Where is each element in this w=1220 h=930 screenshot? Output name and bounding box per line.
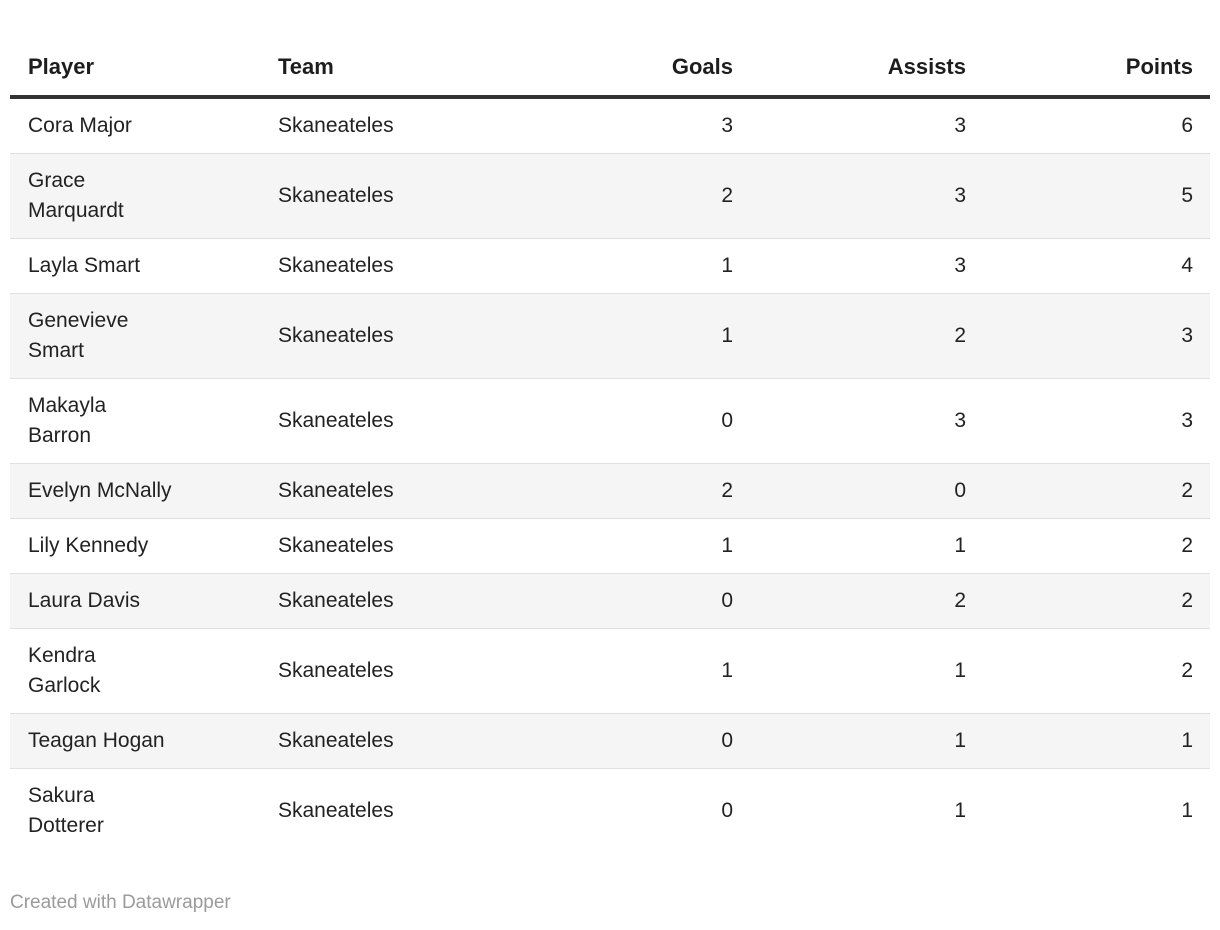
assists-cell: 1 xyxy=(750,713,983,769)
points-cell: 4 xyxy=(983,238,1210,294)
player-cell: Sakura Dotterer xyxy=(10,768,260,853)
player-cell: Layla Smart xyxy=(10,238,260,294)
points-cell: 2 xyxy=(983,463,1210,519)
team-cell: Skaneateles xyxy=(260,768,460,853)
points-cell: 2 xyxy=(983,628,1210,714)
team-cell: Skaneateles xyxy=(260,463,460,519)
points-cell: 2 xyxy=(983,518,1210,574)
table-row: Kendra Garlock Skaneateles 1 1 2 xyxy=(10,628,1210,714)
player-cell: Grace Marquardt xyxy=(10,153,260,239)
table-row: Makayla Barron Skaneateles 0 3 3 xyxy=(10,378,1210,464)
team-cell: Skaneateles xyxy=(260,518,460,574)
goals-cell: 1 xyxy=(460,628,750,714)
assists-cell: 3 xyxy=(750,238,983,294)
assists-cell: 1 xyxy=(750,768,983,853)
team-cell: Skaneateles xyxy=(260,713,460,769)
assists-cell: 2 xyxy=(750,293,983,379)
column-header-assists: Assists xyxy=(750,39,983,99)
assists-cell: 3 xyxy=(750,97,983,154)
datawrapper-attribution-link[interactable]: Created with Datawrapper xyxy=(10,892,231,913)
player-stats-table: Player Team Goals Assists Points Cora Major S… xyxy=(10,39,1210,853)
column-header-team: Team xyxy=(260,39,460,99)
table-row: Evelyn McNally Skaneateles 2 0 2 xyxy=(10,463,1210,519)
table-row: Genevieve Smart Skaneateles 1 2 3 xyxy=(10,293,1210,379)
goals-cell: 3 xyxy=(460,97,750,154)
team-cell: Skaneateles xyxy=(260,238,460,294)
points-cell: 3 xyxy=(983,378,1210,464)
assists-cell: 3 xyxy=(750,153,983,239)
goals-cell: 0 xyxy=(460,378,750,464)
player-cell: Laura Davis xyxy=(10,573,260,629)
points-cell: 2 xyxy=(983,573,1210,629)
points-cell: 6 xyxy=(983,97,1210,154)
player-cell: Cora Major xyxy=(10,97,260,154)
points-cell: 1 xyxy=(983,713,1210,769)
goals-cell: 0 xyxy=(460,768,750,853)
table-row: Sakura Dotterer Skaneateles 0 1 1 xyxy=(10,768,1210,853)
goals-cell: 1 xyxy=(460,293,750,379)
table-row: Laura Davis Skaneateles 0 2 2 xyxy=(10,573,1210,629)
goals-cell: 1 xyxy=(460,518,750,574)
assists-cell: 1 xyxy=(750,628,983,714)
assists-cell: 2 xyxy=(750,573,983,629)
assists-cell: 0 xyxy=(750,463,983,519)
goals-cell: 1 xyxy=(460,238,750,294)
points-cell: 5 xyxy=(983,153,1210,239)
points-cell: 1 xyxy=(983,768,1210,853)
team-cell: Skaneateles xyxy=(260,628,460,714)
assists-cell: 3 xyxy=(750,378,983,464)
player-cell: Evelyn McNally xyxy=(10,463,260,519)
header-row: Player Team Goals Assists Points xyxy=(10,39,1210,99)
goals-cell: 2 xyxy=(460,463,750,519)
player-cell: Makayla Barron xyxy=(10,378,260,464)
team-cell: Skaneateles xyxy=(260,573,460,629)
team-cell: Skaneateles xyxy=(260,153,460,239)
points-cell: 3 xyxy=(983,293,1210,379)
table-row: Teagan Hogan Skaneateles 0 1 1 xyxy=(10,713,1210,769)
table-row: Layla Smart Skaneateles 1 3 4 xyxy=(10,238,1210,294)
table-body: Cora Major Skaneateles 3 3 6 Grace Marquardt S… xyxy=(10,97,1210,853)
team-cell: Skaneateles xyxy=(260,97,460,154)
goals-cell: 2 xyxy=(460,153,750,239)
player-cell: Lily Kennedy xyxy=(10,518,260,574)
goals-cell: 0 xyxy=(460,573,750,629)
player-cell: Teagan Hogan xyxy=(10,713,260,769)
column-header-points: Points xyxy=(983,39,1210,99)
column-header-goals: Goals xyxy=(460,39,750,99)
table-row: Lily Kennedy Skaneateles 1 1 2 xyxy=(10,518,1210,574)
player-cell: Genevieve Smart xyxy=(10,293,260,379)
attribution-footer: Created with Datawrapper xyxy=(10,891,1210,914)
goals-cell: 0 xyxy=(460,713,750,769)
table-row: Grace Marquardt Skaneateles 2 3 5 xyxy=(10,153,1210,239)
team-cell: Skaneateles xyxy=(260,378,460,464)
column-header-player: Player xyxy=(10,39,260,99)
table-row: Cora Major Skaneateles 3 3 6 xyxy=(10,97,1210,154)
player-cell: Kendra Garlock xyxy=(10,628,260,714)
team-cell: Skaneateles xyxy=(260,293,460,379)
assists-cell: 1 xyxy=(750,518,983,574)
table-header: Player Team Goals Assists Points xyxy=(10,39,1210,99)
